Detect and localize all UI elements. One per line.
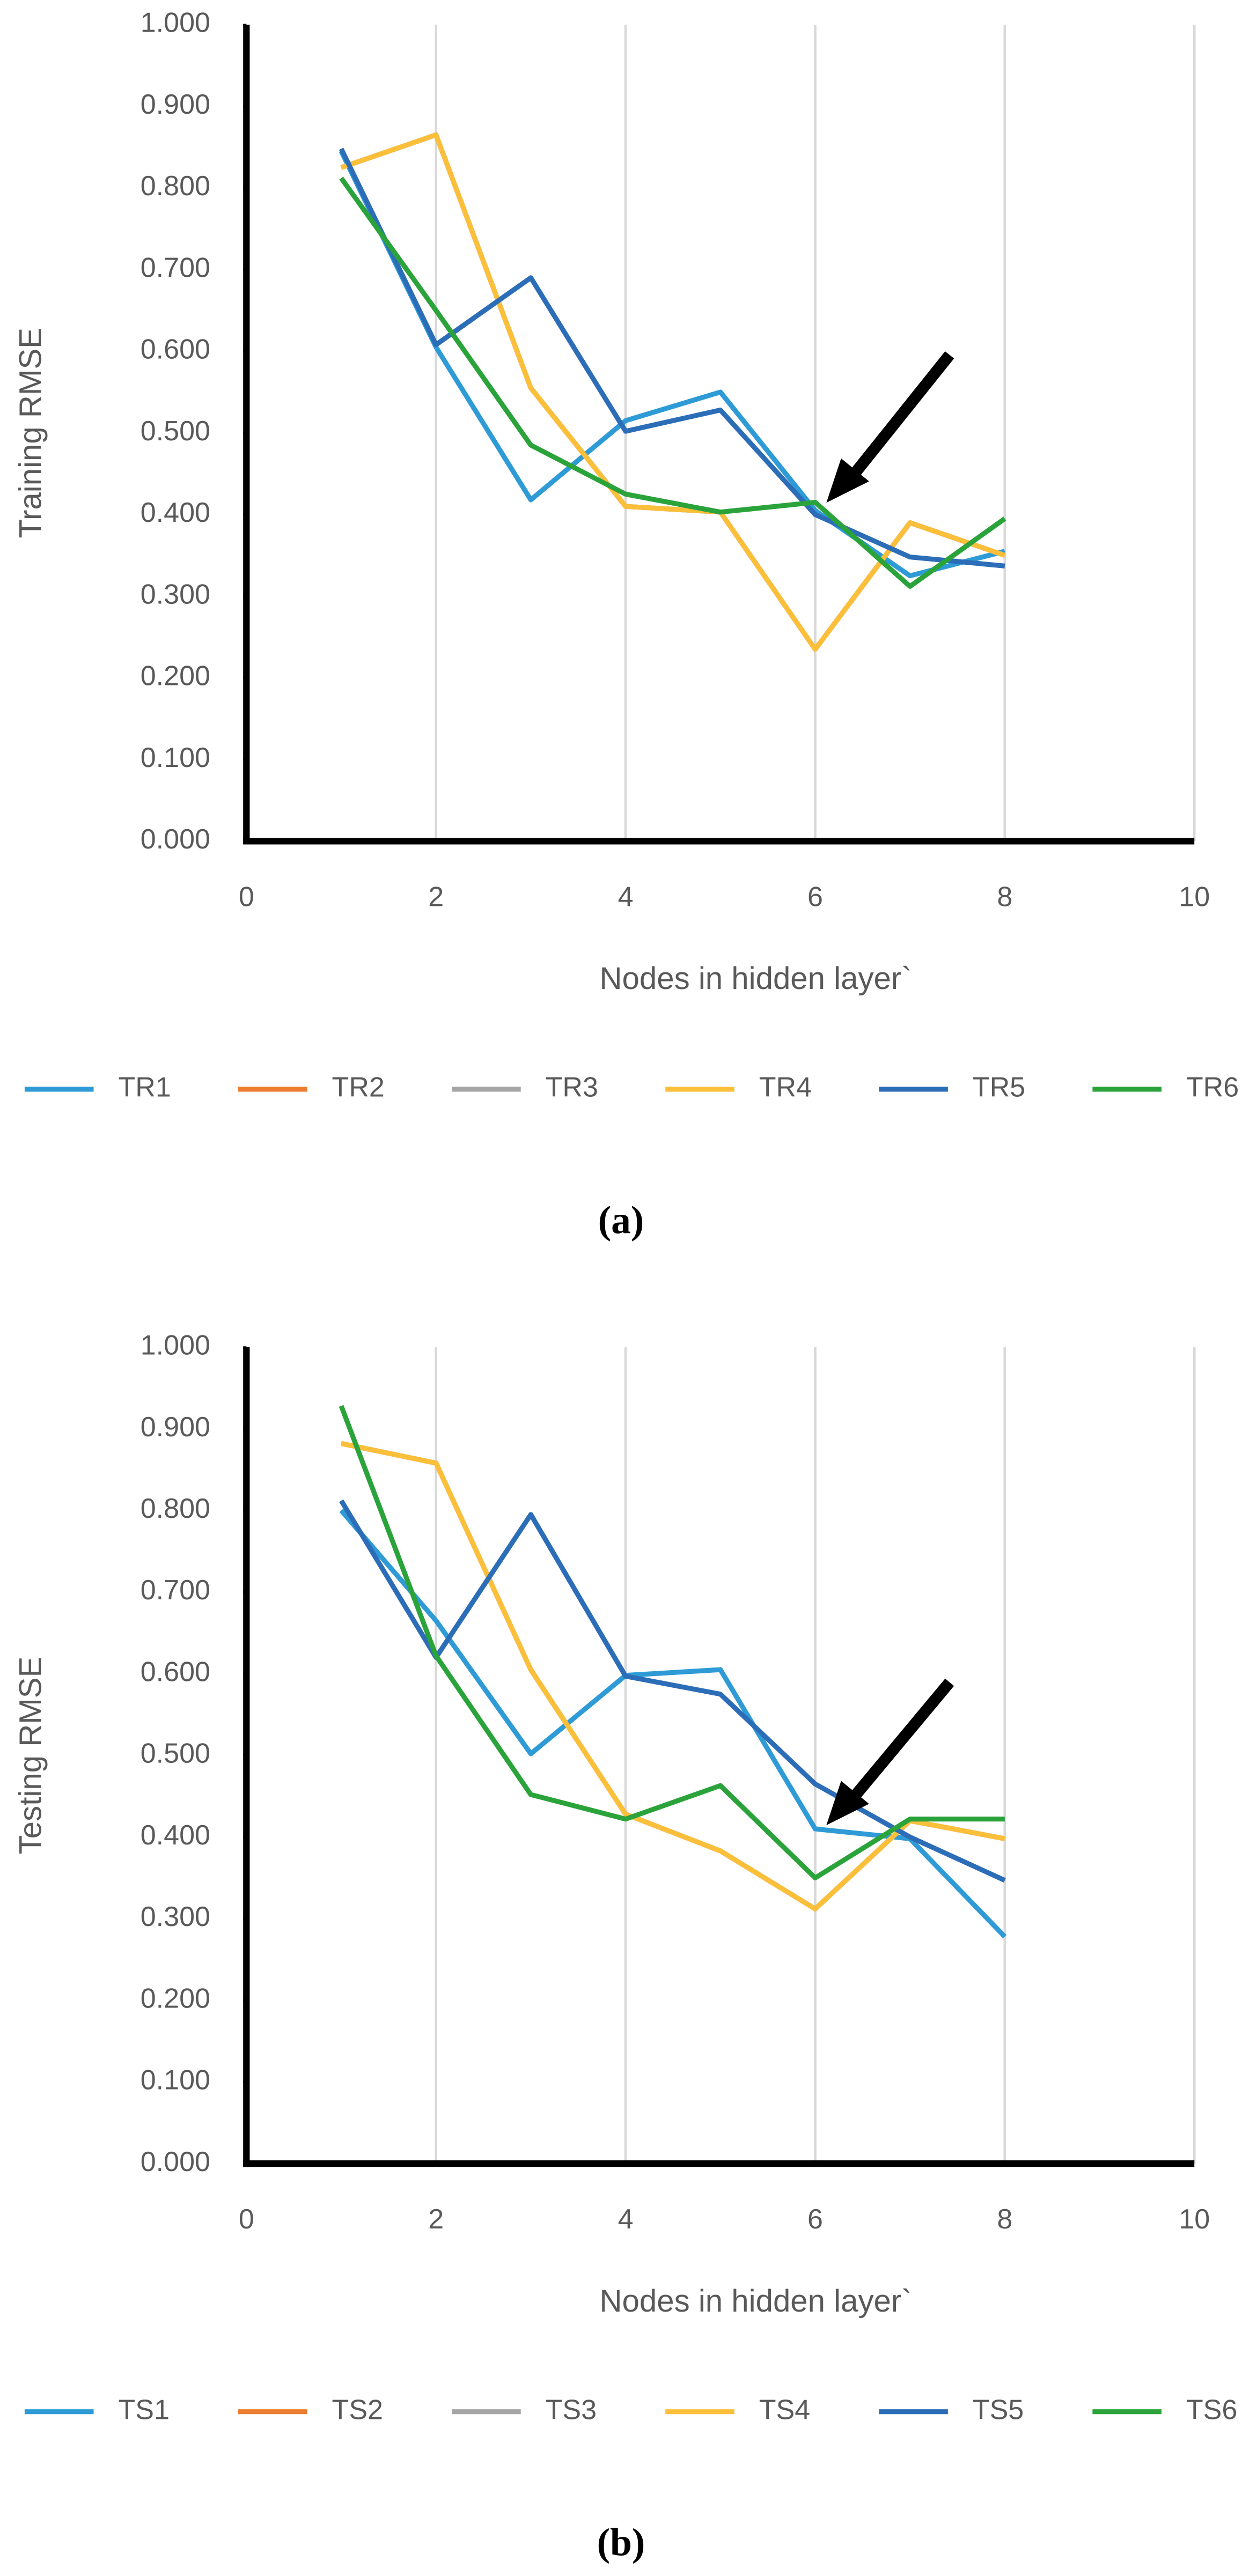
x-tick-label: 6 [807, 881, 823, 912]
y-tick-label: 0.500 [141, 1738, 210, 1769]
arrow-a [826, 351, 954, 503]
y-tick-label: 0.200 [141, 1983, 210, 2014]
legend-label: TR3 [546, 1072, 598, 1103]
x-axis-label: Nodes in hidden layer` [600, 2284, 912, 2319]
series-line [341, 1441, 1005, 1911]
x-tick-label: 10 [1179, 2204, 1210, 2235]
x-tick-label: 4 [618, 881, 634, 912]
caption: (a) [598, 1198, 644, 1242]
legend-label: TR1 [118, 1072, 171, 1103]
y-tick-label: 0.600 [141, 334, 210, 365]
y-tick-label: 0.800 [141, 171, 210, 202]
y-tick-label: 0.300 [141, 1901, 210, 1932]
y-tick-label: 0.700 [141, 252, 210, 283]
chart: 0 2 4 6 8 10 0.000 0.100 0.200 0.300 0.400 0.500 0.6… [13, 1330, 1238, 2564]
caption: (b) [597, 2521, 645, 2564]
y-tick-label: 1.000 [141, 8, 210, 39]
legend-label: TS5 [973, 2394, 1024, 2425]
x-tick-label: 6 [807, 2204, 823, 2235]
y-tick-label: 0.900 [141, 1412, 210, 1443]
legend-label: TR5 [973, 1072, 1025, 1103]
x-tick-label: 0 [239, 2204, 254, 2235]
arrow-b [826, 1678, 954, 1826]
y-axis-label: Training RMSE [13, 328, 48, 538]
y-tick-label: 0.400 [141, 1820, 210, 1851]
legend-label: TS1 [118, 2394, 169, 2425]
chart: 0 2 4 6 8 10 0.000 0.100 0.200 0.300 0.400 0.500 0.6… [13, 8, 1239, 1242]
y-tick-label: 0.300 [141, 579, 210, 610]
legend-label: TS6 [1186, 2394, 1237, 2425]
y-tick-label: 0.100 [141, 2065, 210, 2096]
series-line [339, 1405, 1005, 1880]
y-tick-label: 0.600 [141, 1656, 210, 1687]
legend-label: TR6 [1186, 1072, 1239, 1103]
y-axis-label: Testing RMSE [13, 1657, 48, 1855]
y-tick-label: 0.100 [141, 742, 210, 773]
y-tick-label: 0.000 [141, 824, 210, 855]
y-tick-label: 0.900 [141, 89, 210, 120]
y-tick-label: 0.800 [141, 1493, 210, 1524]
y-tick-label: 0.700 [141, 1575, 210, 1606]
x-tick-label: 2 [428, 2204, 444, 2235]
legend-label: TR2 [332, 1072, 385, 1103]
series-line [340, 132, 1006, 652]
x-axis-label: Nodes in hidden layer` [600, 961, 912, 996]
legend-label: TS2 [332, 2394, 383, 2425]
y-tick-label: 0.400 [141, 497, 210, 528]
y-tick-label: 1.000 [141, 1330, 210, 1361]
series-line [339, 176, 1006, 589]
y-tick-label: 0.000 [141, 2146, 210, 2178]
legend-label: TR4 [759, 1072, 812, 1103]
legend-label: TS3 [546, 2394, 597, 2425]
x-tick-label: 4 [618, 2204, 634, 2235]
series-line [339, 1509, 1007, 1939]
x-tick-label: 8 [997, 881, 1012, 912]
y-tick-label: 0.500 [141, 416, 210, 447]
x-tick-label: 8 [997, 2204, 1012, 2235]
x-tick-label: 0 [239, 881, 254, 912]
y-tick-label: 0.200 [141, 661, 210, 692]
series-line [339, 150, 1005, 579]
x-tick-label: 10 [1179, 881, 1210, 912]
x-tick-label: 2 [428, 881, 444, 912]
legend-label: TS4 [759, 2394, 810, 2425]
